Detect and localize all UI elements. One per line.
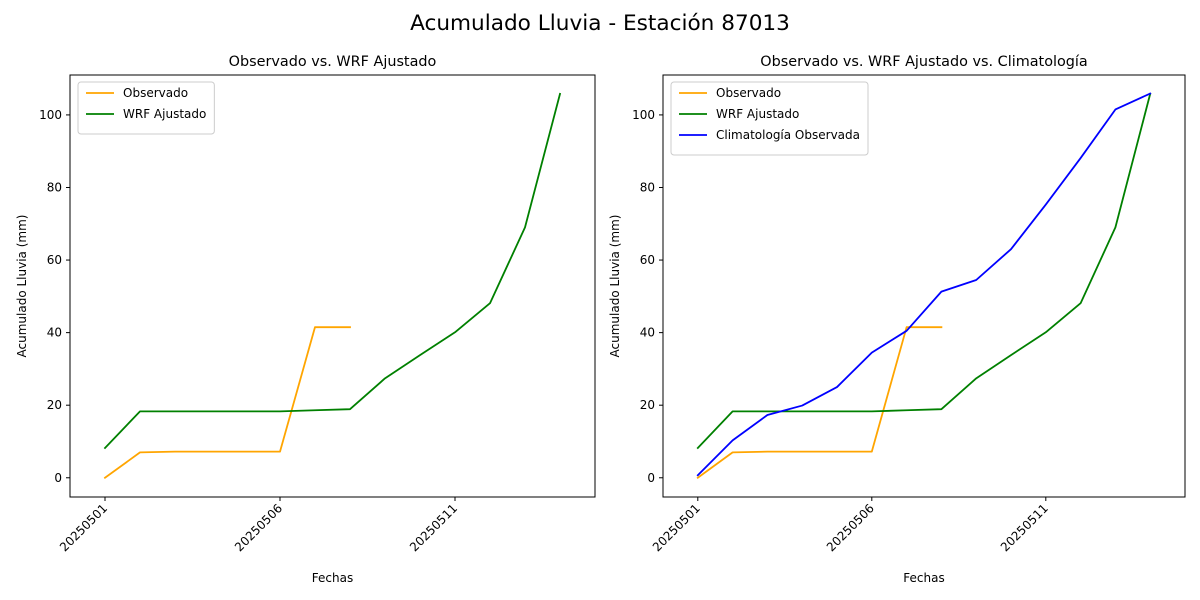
series-line-0 [103, 326, 351, 480]
y-tick-label: 0 [647, 471, 655, 485]
chart-title: Observado vs. WRF Ajustado vs. Climatolo… [760, 54, 1088, 70]
y-tick-label: 60 [47, 253, 62, 267]
series-line-1 [696, 92, 1152, 450]
y-tick-label: 100 [39, 108, 62, 122]
x-tick-label: 20250511 [407, 501, 460, 554]
plot-frame [662, 74, 1186, 498]
legend-label: Observado [716, 86, 781, 100]
legend: Observado WRF Ajustado Climatología Observ… [670, 81, 869, 156]
y-tick-label: 60 [640, 253, 655, 267]
y-tick-label: 40 [47, 326, 62, 340]
y-tick-label: 40 [640, 326, 655, 340]
legend: Observado WRF Ajustado [77, 81, 215, 135]
x-tick-label: 20250501 [650, 501, 703, 554]
figure-suptitle: Acumulado Lluvia - Estación 87013 [410, 11, 790, 36]
legend-label: Climatología Observada [716, 128, 860, 142]
y-axis-label: Acumulado Lluvia (mm) [15, 215, 29, 358]
legend-label: Observado [123, 86, 188, 100]
y-axis-label: Acumulado Lluvia (mm) [608, 215, 622, 358]
legend-box [670, 81, 869, 156]
series-line-1 [103, 92, 562, 450]
series-line-2 [696, 92, 1152, 477]
y-tick-label: 100 [632, 108, 655, 122]
x-axis-label: Fechas [903, 571, 944, 585]
y-tick-label: 20 [47, 398, 62, 412]
chart-panel-left: Observado vs. WRF Ajustado Fechas Acumul… [15, 54, 596, 585]
x-tick-label: 20250511 [998, 501, 1051, 554]
x-axis-label: Fechas [312, 571, 353, 585]
legend-box [77, 81, 215, 135]
legend-label: WRF Ajustado [716, 107, 799, 121]
legend-label: WRF Ajustado [123, 107, 206, 121]
plot-frame [69, 74, 596, 498]
x-tick-label: 20250506 [824, 501, 877, 554]
x-tick-label: 20250501 [57, 501, 110, 554]
y-tick-label: 20 [640, 398, 655, 412]
chart-title: Observado vs. WRF Ajustado [229, 54, 437, 70]
y-tick-label: 80 [640, 180, 655, 194]
y-tick-label: 0 [54, 471, 62, 485]
x-tick-label: 20250506 [232, 501, 285, 554]
chart-panel-right: Observado vs. WRF Ajustado vs. Climatolo… [608, 54, 1186, 585]
series-line-0 [696, 326, 943, 480]
y-tick-label: 80 [47, 180, 62, 194]
